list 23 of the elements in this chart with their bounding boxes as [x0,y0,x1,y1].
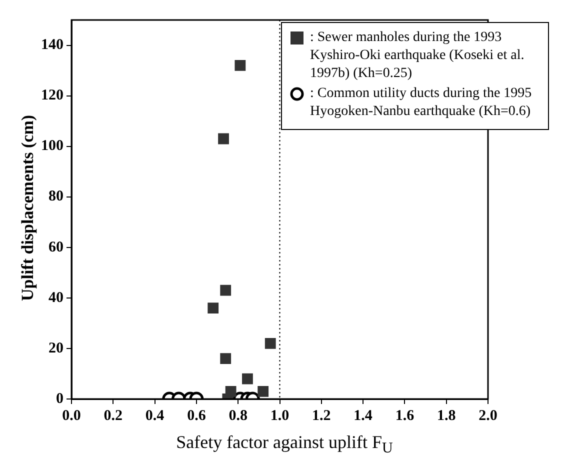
y-tick-label: 120 [41,88,64,104]
y-tick-label: 60 [48,239,64,256]
y-tick-label: 40 [48,290,64,306]
y-tick-label: 140 [41,37,64,54]
y-tick-label: 0 [56,390,64,407]
y-tick-label: 20 [48,340,64,356]
x-tick-label: 1.6 [395,408,415,424]
x-tick-label: 1.8 [436,408,456,424]
x-tick-label: 2.0 [478,408,498,424]
x-tick-label: 1.2 [312,408,331,424]
legend-label: : Sewer manholes during the 1993 Kyshiro-Oki earthquake (Koseki et al. 1997b) (Kh=0.25) [310,29,526,83]
y-tick-label: 80 [48,188,64,205]
x-tick-label: 0.8 [228,408,248,424]
x-tick-label: 0.6 [187,408,206,424]
x-tick-label: 0.4 [145,408,165,424]
x-tick-label: 1.0 [270,408,290,424]
x-tick-label: 0.0 [62,408,81,424]
y-tick-label: 100 [41,138,64,154]
y-axis-title: Uplift displacements (cm) [18,114,38,302]
x-axis-title: Safety factor against uplift F$_{U}$ [175,432,394,458]
x-tick-label: 1.4 [354,408,373,424]
legend-label: : Common utility ducts during the 1995 Hyogoken-Nanbu earthquake (Kh=0.6) [310,85,533,121]
x-tick-label: 0.2 [104,408,123,424]
